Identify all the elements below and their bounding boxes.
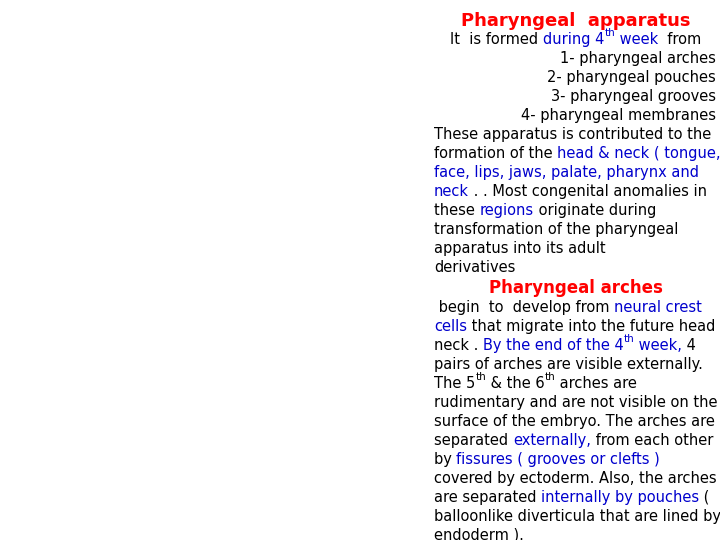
Text: th: th [544, 372, 555, 382]
Text: these: these [434, 203, 480, 218]
Text: 2- pharyngeal pouches: 2- pharyngeal pouches [547, 70, 716, 85]
Text: arches are: arches are [555, 376, 637, 391]
Text: & the 6: & the 6 [486, 376, 544, 391]
Text: derivatives: derivatives [434, 260, 516, 275]
Text: rudimentary and are not visible on the: rudimentary and are not visible on the [434, 395, 718, 410]
Text: apparatus into its adult: apparatus into its adult [434, 241, 606, 256]
Text: originate during: originate during [534, 203, 656, 218]
Text: neck .: neck . [434, 338, 483, 353]
Text: surface of the embryo. The arches are: surface of the embryo. The arches are [434, 414, 715, 429]
Text: formation of the: formation of the [434, 146, 557, 161]
Text: externally,: externally, [513, 433, 590, 448]
Text: . . Most congenital anomalies in: . . Most congenital anomalies in [469, 184, 707, 199]
Text: cells: cells [434, 319, 467, 334]
Text: th: th [624, 334, 634, 344]
Text: fissures ( grooves or clefts ): fissures ( grooves or clefts ) [456, 452, 660, 467]
Text: By the end of the 4: By the end of the 4 [483, 338, 624, 353]
Text: th: th [475, 372, 486, 382]
Text: pairs of arches are visible externally.: pairs of arches are visible externally. [434, 357, 703, 372]
Text: face, lips, jaws, palate, pharynx and: face, lips, jaws, palate, pharynx and [434, 165, 699, 180]
Text: week,: week, [634, 338, 683, 353]
Text: head & neck ( tongue,: head & neck ( tongue, [557, 146, 720, 161]
Text: 3- pharyngeal grooves: 3- pharyngeal grooves [551, 89, 716, 104]
Text: from each other: from each other [590, 433, 713, 448]
Text: balloonlike diverticula that are lined by: balloonlike diverticula that are lined b… [434, 509, 720, 524]
Text: transformation of the pharyngeal: transformation of the pharyngeal [434, 222, 678, 237]
Text: 1- pharyngeal arches: 1- pharyngeal arches [560, 51, 716, 66]
Text: The 5: The 5 [434, 376, 475, 391]
Text: endoderm ).: endoderm ). [434, 528, 524, 540]
Text: These apparatus is contributed to the: These apparatus is contributed to the [434, 127, 711, 142]
Text: regions: regions [480, 203, 534, 218]
Text: from: from [658, 32, 702, 47]
Text: that migrate into the future head &: that migrate into the future head & [467, 319, 720, 334]
Text: separated: separated [434, 433, 513, 448]
Text: are separated: are separated [434, 490, 541, 505]
Text: internally by pouches: internally by pouches [541, 490, 699, 505]
Text: during 4: during 4 [543, 32, 604, 47]
Text: covered by ectoderm. Also, the arches: covered by ectoderm. Also, the arches [434, 471, 716, 486]
Text: 4: 4 [683, 338, 696, 353]
Text: Pharyngeal arches: Pharyngeal arches [489, 279, 663, 297]
Text: (: ( [699, 490, 710, 505]
Text: neural crest: neural crest [614, 300, 702, 315]
Text: Pharyngeal  apparatus: Pharyngeal apparatus [462, 12, 690, 30]
Text: week: week [615, 32, 658, 47]
Text: th: th [604, 28, 615, 38]
Text: by: by [434, 452, 456, 467]
Text: It  is formed: It is formed [450, 32, 543, 47]
Text: neck: neck [434, 184, 469, 199]
Text: 4- pharyngeal membranes: 4- pharyngeal membranes [521, 108, 716, 123]
Text: begin  to  develop from: begin to develop from [434, 300, 614, 315]
